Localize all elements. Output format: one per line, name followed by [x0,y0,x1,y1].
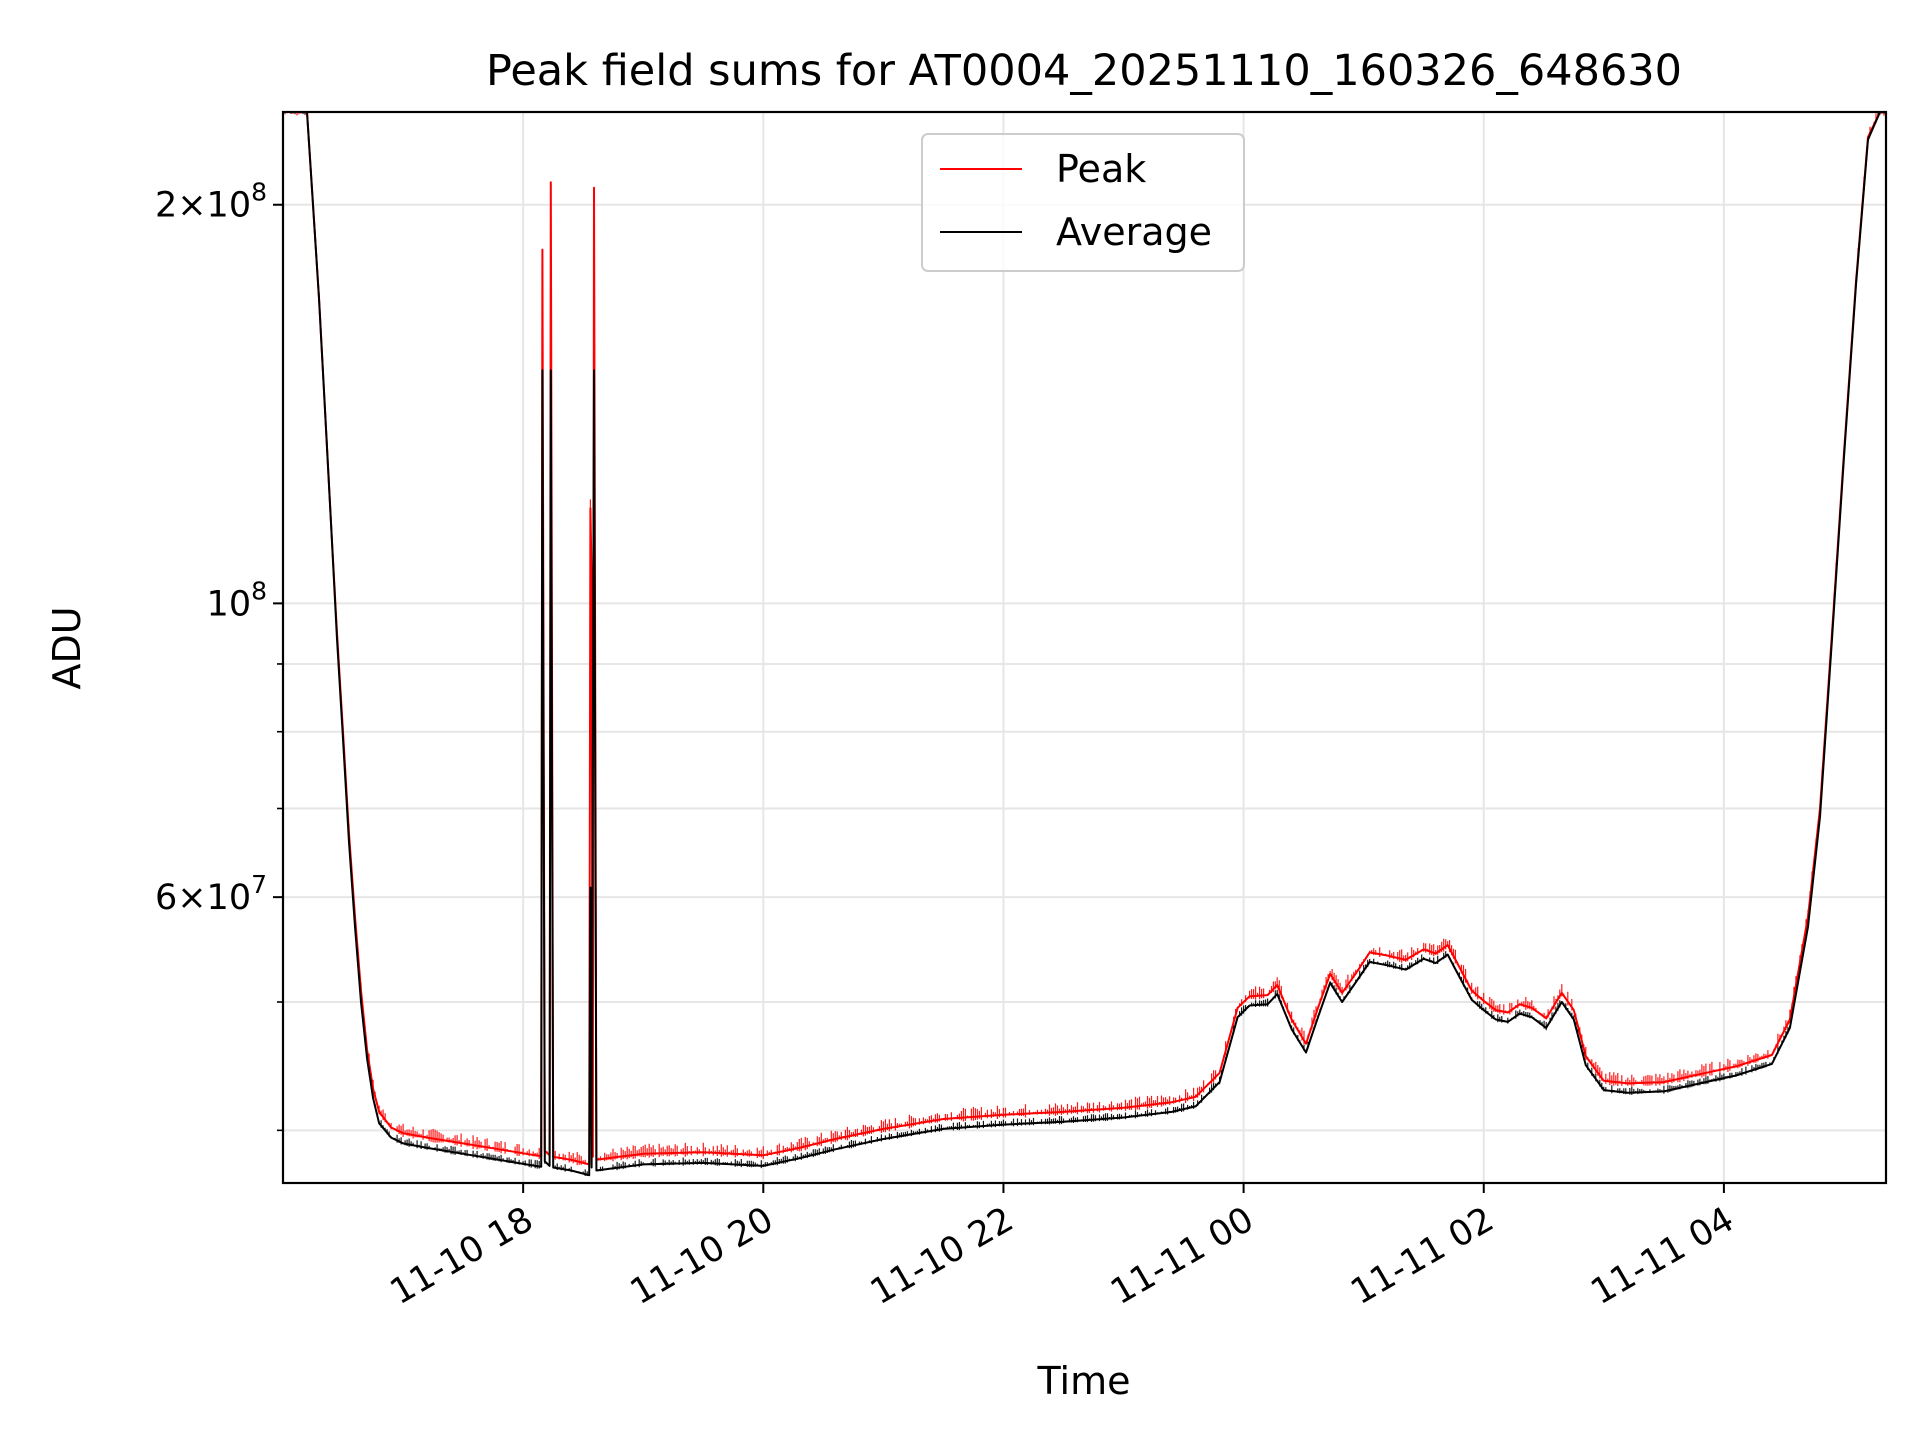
series [283,112,1886,1177]
x-axis-label: Time [1037,1359,1131,1403]
legend-peak-label: Peak [1056,147,1146,191]
y-tick-label: 6×107 [155,870,267,918]
y-tick-label: 2×108 [155,178,267,226]
series-average-line [283,112,1886,1177]
legend-average-label: Average [1056,210,1212,254]
series-peak-line [283,112,1886,1166]
y-axis-label: ADU [45,606,89,689]
axes-frame [281,110,1888,1185]
legend: Peak Average [921,133,1245,272]
y-tick-label: 108 [207,576,267,624]
chart-title: Peak field sums for AT0004_20251110_1603… [486,46,1682,96]
